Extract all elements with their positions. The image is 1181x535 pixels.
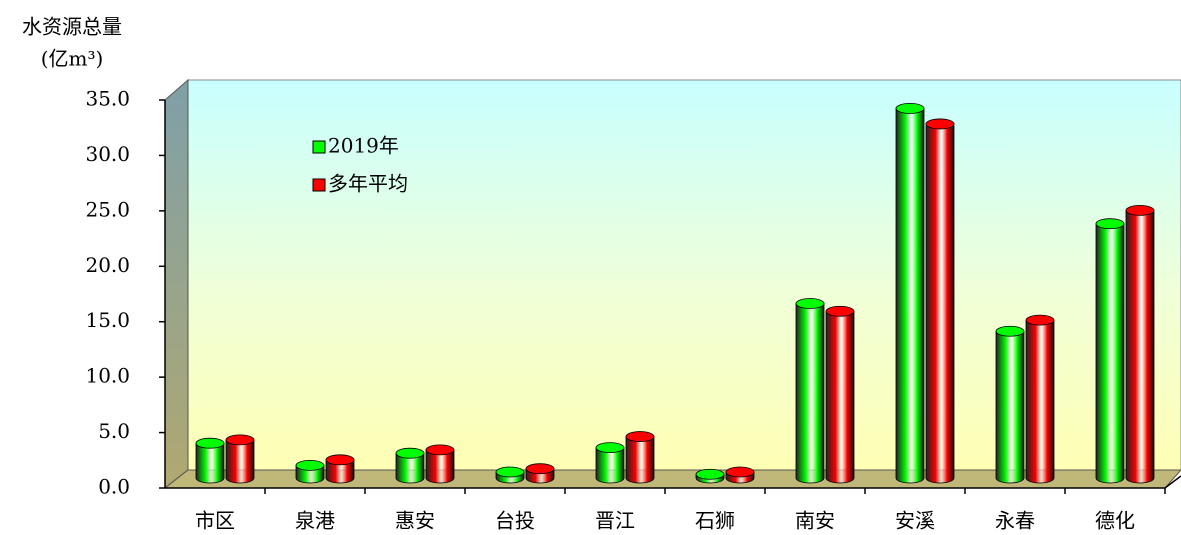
bar (895, 108, 925, 484)
bar-top (1125, 204, 1155, 216)
bar-top (325, 454, 355, 466)
bar-top (595, 442, 625, 454)
x-tick-label: 石狮 (695, 509, 735, 533)
bar-top (425, 444, 455, 456)
bar-top (725, 466, 755, 478)
bar-top (925, 118, 955, 130)
x-tick-label: 晋江 (595, 509, 635, 533)
bar-top (625, 431, 655, 442)
bar-top (695, 468, 725, 480)
bar (1095, 223, 1125, 484)
y-tick-label: 0.0 (98, 475, 130, 499)
bar-top (1025, 314, 1055, 326)
bar (795, 303, 825, 484)
y-tick-label: 30.0 (85, 142, 130, 166)
bar-top (1095, 218, 1125, 230)
y-tick-label: 35.0 (85, 87, 130, 111)
x-tick-label: 南安 (795, 509, 835, 533)
x-tick-label: 泉港 (295, 509, 335, 533)
bar (995, 330, 1025, 484)
bar-top (795, 298, 825, 309)
bar (225, 439, 255, 484)
side-wall (164, 78, 189, 490)
bar (595, 447, 625, 484)
legend-swatch (312, 140, 326, 154)
x-tick-label: 市区 (195, 509, 235, 533)
bar (425, 449, 455, 484)
bar (395, 452, 425, 484)
bar (195, 442, 225, 484)
x-tick-label: 惠安 (395, 509, 435, 533)
bar-top (295, 459, 325, 471)
bar (1125, 210, 1155, 484)
y-tick-label: 20.0 (85, 253, 130, 277)
legend-label: 多年平均 (328, 172, 408, 196)
bar (625, 436, 655, 484)
x-tick-label: 台投 (495, 509, 535, 533)
bar-top (895, 103, 925, 114)
y-tick-label: 15.0 (85, 308, 130, 332)
plot (195, 103, 1155, 484)
bar (325, 459, 355, 484)
bar (1025, 319, 1055, 484)
bar-top (225, 434, 255, 446)
y-title: 水资源总量 (22, 15, 122, 39)
bar-top (495, 466, 525, 478)
legend-swatch (312, 178, 326, 192)
y-unit: (亿m³) (41, 47, 104, 71)
bar (825, 310, 855, 484)
bar-top (995, 325, 1025, 337)
x-tick-label: 永春 (995, 509, 1035, 533)
bar-top (825, 305, 855, 317)
y-tick-label: 10.0 (85, 364, 130, 388)
y-tick-label: 5.0 (98, 419, 130, 443)
legend-label: 2019年 (328, 134, 399, 158)
bar-top (395, 447, 425, 459)
x-tick-label: 德化 (1095, 509, 1135, 533)
bar-top (525, 463, 555, 475)
bar-top (195, 437, 225, 449)
y-tick-label: 25.0 (85, 197, 130, 221)
x-tick-label: 安溪 (895, 509, 935, 533)
bar (925, 123, 955, 484)
